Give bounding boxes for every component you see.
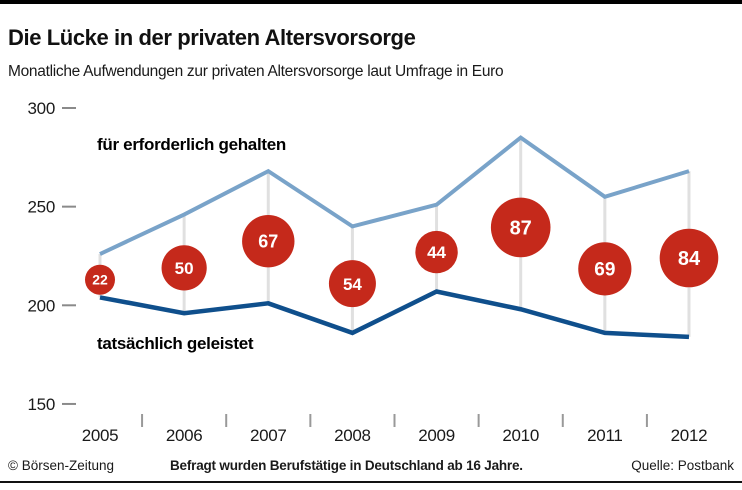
bottom-border-rule — [0, 481, 742, 483]
x-axis-label: 2011 — [587, 426, 622, 445]
x-axis-label: 2007 — [250, 426, 287, 445]
gap-circle — [578, 242, 632, 296]
chart-subtitle: Monatliche Aufwendungen zur privaten Alt… — [8, 62, 504, 80]
gap-circle — [490, 197, 551, 258]
gap-value: 69 — [594, 260, 615, 281]
gap-circle — [659, 228, 719, 288]
gap-value: 44 — [427, 243, 446, 262]
x-axis-label: 2008 — [334, 426, 371, 445]
y-axis-label: 300 — [28, 99, 55, 118]
gap-circle — [328, 260, 376, 308]
footer-copyright: © Börsen-Zeitung — [8, 458, 114, 473]
x-axis-label: 2005 — [82, 426, 119, 445]
gap-value: 22 — [92, 272, 108, 288]
y-axis-label: 200 — [28, 296, 55, 315]
gap-circle — [242, 215, 295, 268]
gap-value: 50 — [175, 259, 194, 278]
chart-title: Die Lücke in der privaten Altersvorsorge — [8, 24, 416, 50]
gap-circle — [415, 230, 458, 274]
x-axis-label: 2009 — [418, 426, 455, 445]
gap-value: 67 — [258, 232, 278, 252]
series-label-required: für erforderlich gehalten — [97, 135, 286, 154]
footer-source: Quelle: Postbank — [631, 458, 734, 473]
series-line-actual — [99, 289, 690, 340]
gap-circle — [85, 264, 115, 295]
gap-value: 87 — [510, 218, 532, 240]
top-border-bar — [0, 0, 742, 4]
footer: © Börsen-Zeitung Befragt wurden Berufstä… — [0, 458, 742, 478]
gap-circle — [161, 245, 207, 291]
series-line-required — [99, 135, 690, 256]
y-axis-label: 150 — [28, 395, 55, 414]
y-axis-label: 250 — [28, 198, 55, 217]
x-axis-label: 2010 — [502, 426, 539, 445]
series-label-actual: tatsächlich geleistet — [97, 334, 254, 353]
x-axis-label: 2006 — [166, 426, 203, 445]
x-axis-label: 2012 — [671, 426, 708, 445]
footer-survey-note: Befragt wurden Berufstätige in Deutschla… — [170, 458, 523, 473]
gap-value: 84 — [678, 248, 701, 270]
gap-value: 54 — [343, 275, 362, 294]
